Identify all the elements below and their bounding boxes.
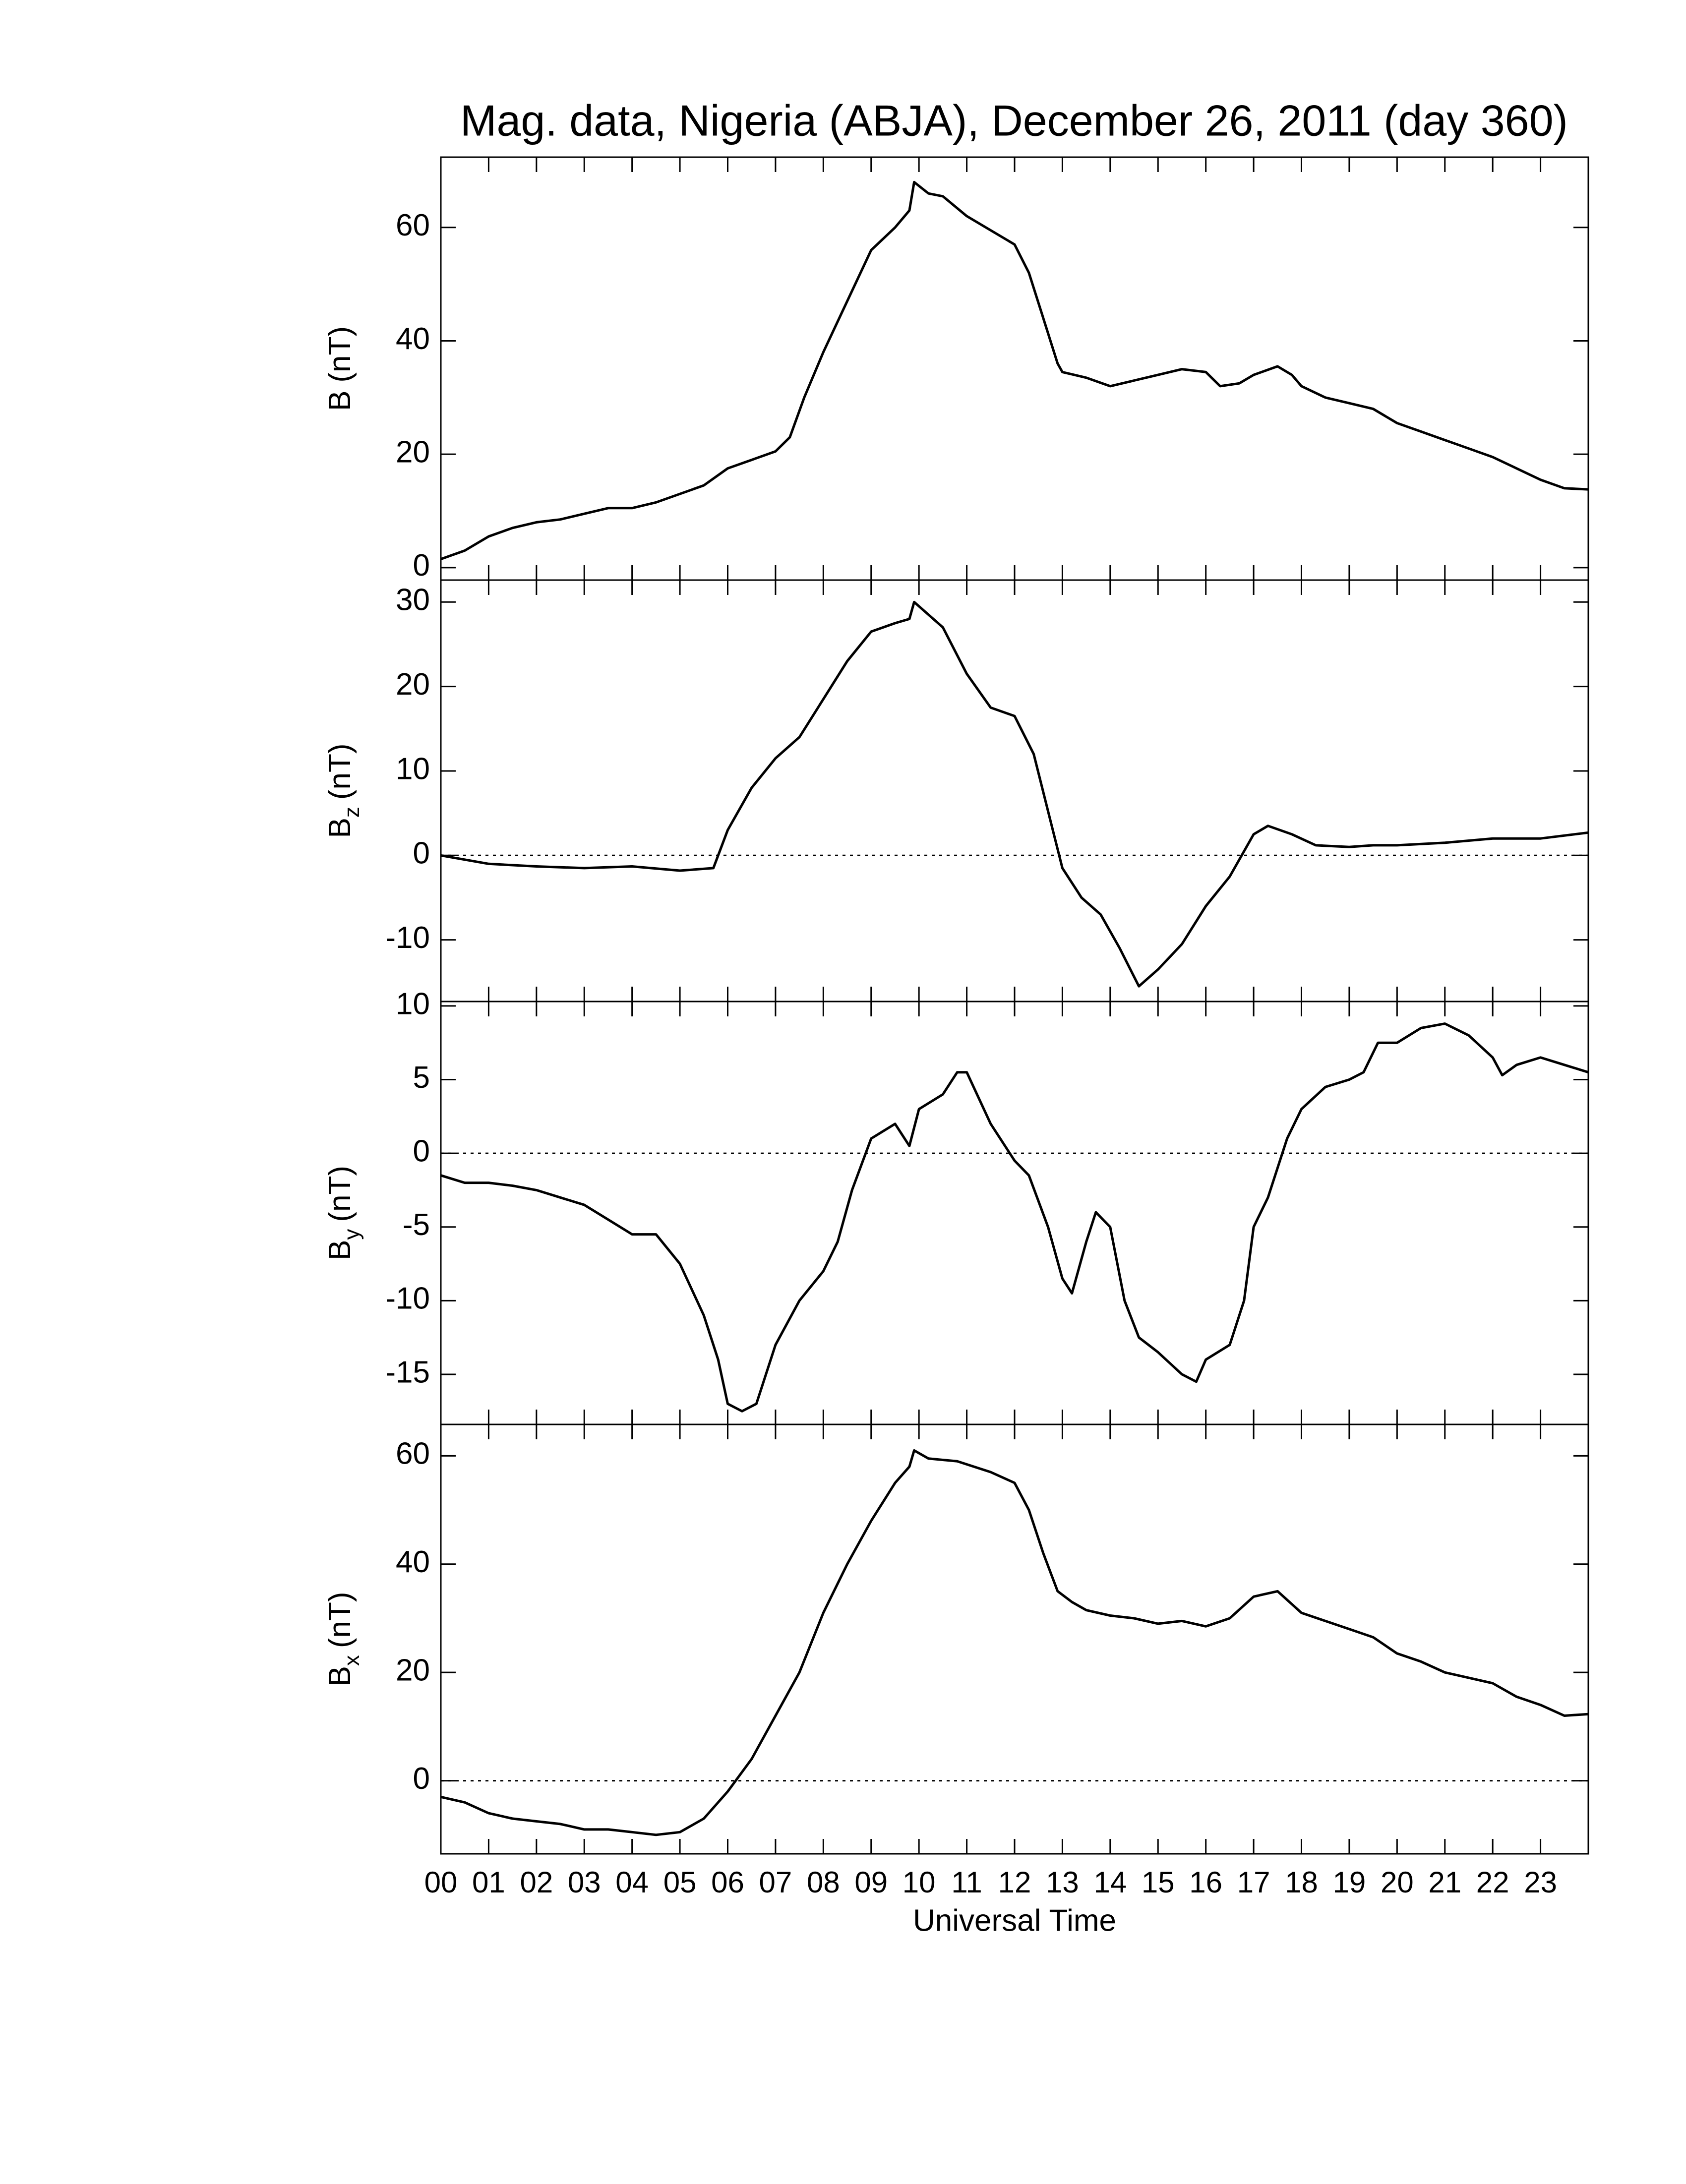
- y-tick-label: 40: [396, 1545, 430, 1579]
- x-tick-label: 18: [1285, 1866, 1318, 1899]
- y-axis-title-subscript: x: [340, 1655, 364, 1666]
- x-tick-label: 17: [1237, 1866, 1270, 1899]
- x-tick-label: 05: [663, 1866, 697, 1899]
- data-line: [440, 1022, 1589, 1413]
- x-tick-label: 11: [951, 1866, 982, 1899]
- x-tick-label: 21: [1428, 1866, 1461, 1899]
- data-line: [440, 600, 1589, 988]
- y-tick-label: 10: [396, 987, 430, 1021]
- x-tick-label: 19: [1333, 1866, 1366, 1899]
- y-axis-title-unit: (nT): [323, 743, 357, 800]
- x-tick-label: 23: [1524, 1866, 1557, 1899]
- y-axis-title-symbol: B: [323, 1240, 357, 1260]
- y-tick-label: -5: [403, 1208, 430, 1242]
- y-tick-label: 60: [396, 1437, 430, 1471]
- data-line: [440, 180, 1589, 561]
- x-tick-label: 04: [615, 1866, 649, 1899]
- y-tick-label: 0: [413, 836, 430, 871]
- y-tick-label: -10: [385, 1282, 430, 1316]
- y-axis-title: Bz (nT): [323, 743, 363, 838]
- chart-title: Mag. data, Nigeria (ABJA), December 26, …: [460, 96, 1568, 145]
- x-tick-label: 03: [568, 1866, 601, 1899]
- y-tick-label: 20: [396, 1653, 430, 1688]
- x-tick-label: 00: [424, 1866, 458, 1899]
- y-tick-label: 40: [396, 322, 430, 356]
- x-tick-label: 02: [520, 1866, 553, 1899]
- x-tick-label: 12: [998, 1866, 1031, 1899]
- y-axis-title-unit: (nT): [323, 1592, 357, 1648]
- y-tick-label: 0: [413, 1134, 430, 1169]
- x-tick-label: 15: [1142, 1866, 1175, 1899]
- x-tick-label: 14: [1093, 1866, 1127, 1899]
- x-tick-label: 20: [1381, 1866, 1414, 1899]
- plot-frame: [440, 1423, 1589, 1855]
- y-axis-title-symbol: B: [323, 818, 357, 838]
- y-tick-label: 60: [396, 208, 430, 242]
- x-tick-label: 06: [711, 1866, 744, 1899]
- y-axis-title-subscript: z: [340, 807, 364, 818]
- y-axis-title-unit: (nT): [323, 326, 357, 383]
- data-line: [440, 1449, 1589, 1836]
- y-axis-title-symbol: B: [323, 1666, 357, 1686]
- x-tick-label: 16: [1189, 1866, 1222, 1899]
- y-axis-title-symbol: B: [323, 391, 357, 411]
- plot-frame: [440, 1001, 1589, 1425]
- y-tick-label: 10: [396, 752, 430, 786]
- y-axis-title-unit: (nT): [323, 1166, 357, 1222]
- y-tick-label: 0: [413, 1762, 430, 1796]
- x-tick-label: 10: [903, 1866, 936, 1899]
- y-tick-label: -15: [385, 1355, 430, 1389]
- y-axis-title: Bx (nT): [323, 1592, 363, 1686]
- x-tick-label: 22: [1476, 1866, 1509, 1899]
- x-tick-label: 01: [472, 1866, 505, 1899]
- x-tick-label: 07: [759, 1866, 792, 1899]
- y-axis-title: By (nT): [323, 1166, 363, 1260]
- y-tick-label: -10: [385, 921, 430, 955]
- y-tick-label: 5: [413, 1061, 430, 1095]
- y-tick-label: 20: [396, 435, 430, 470]
- plot-frame: [440, 579, 1589, 1003]
- plot-frame: [440, 156, 1589, 581]
- x-tick-label: 13: [1046, 1866, 1079, 1899]
- y-axis-title: B (nT): [323, 326, 357, 411]
- x-axis-title: Universal Time: [913, 1903, 1116, 1938]
- x-tick-label: 08: [807, 1866, 840, 1899]
- x-tick-label: 09: [854, 1866, 888, 1899]
- y-axis-title-subscript: y: [340, 1229, 364, 1240]
- y-tick-label: 20: [396, 667, 430, 702]
- y-tick-label: 30: [396, 583, 430, 617]
- y-tick-label: 0: [413, 548, 430, 583]
